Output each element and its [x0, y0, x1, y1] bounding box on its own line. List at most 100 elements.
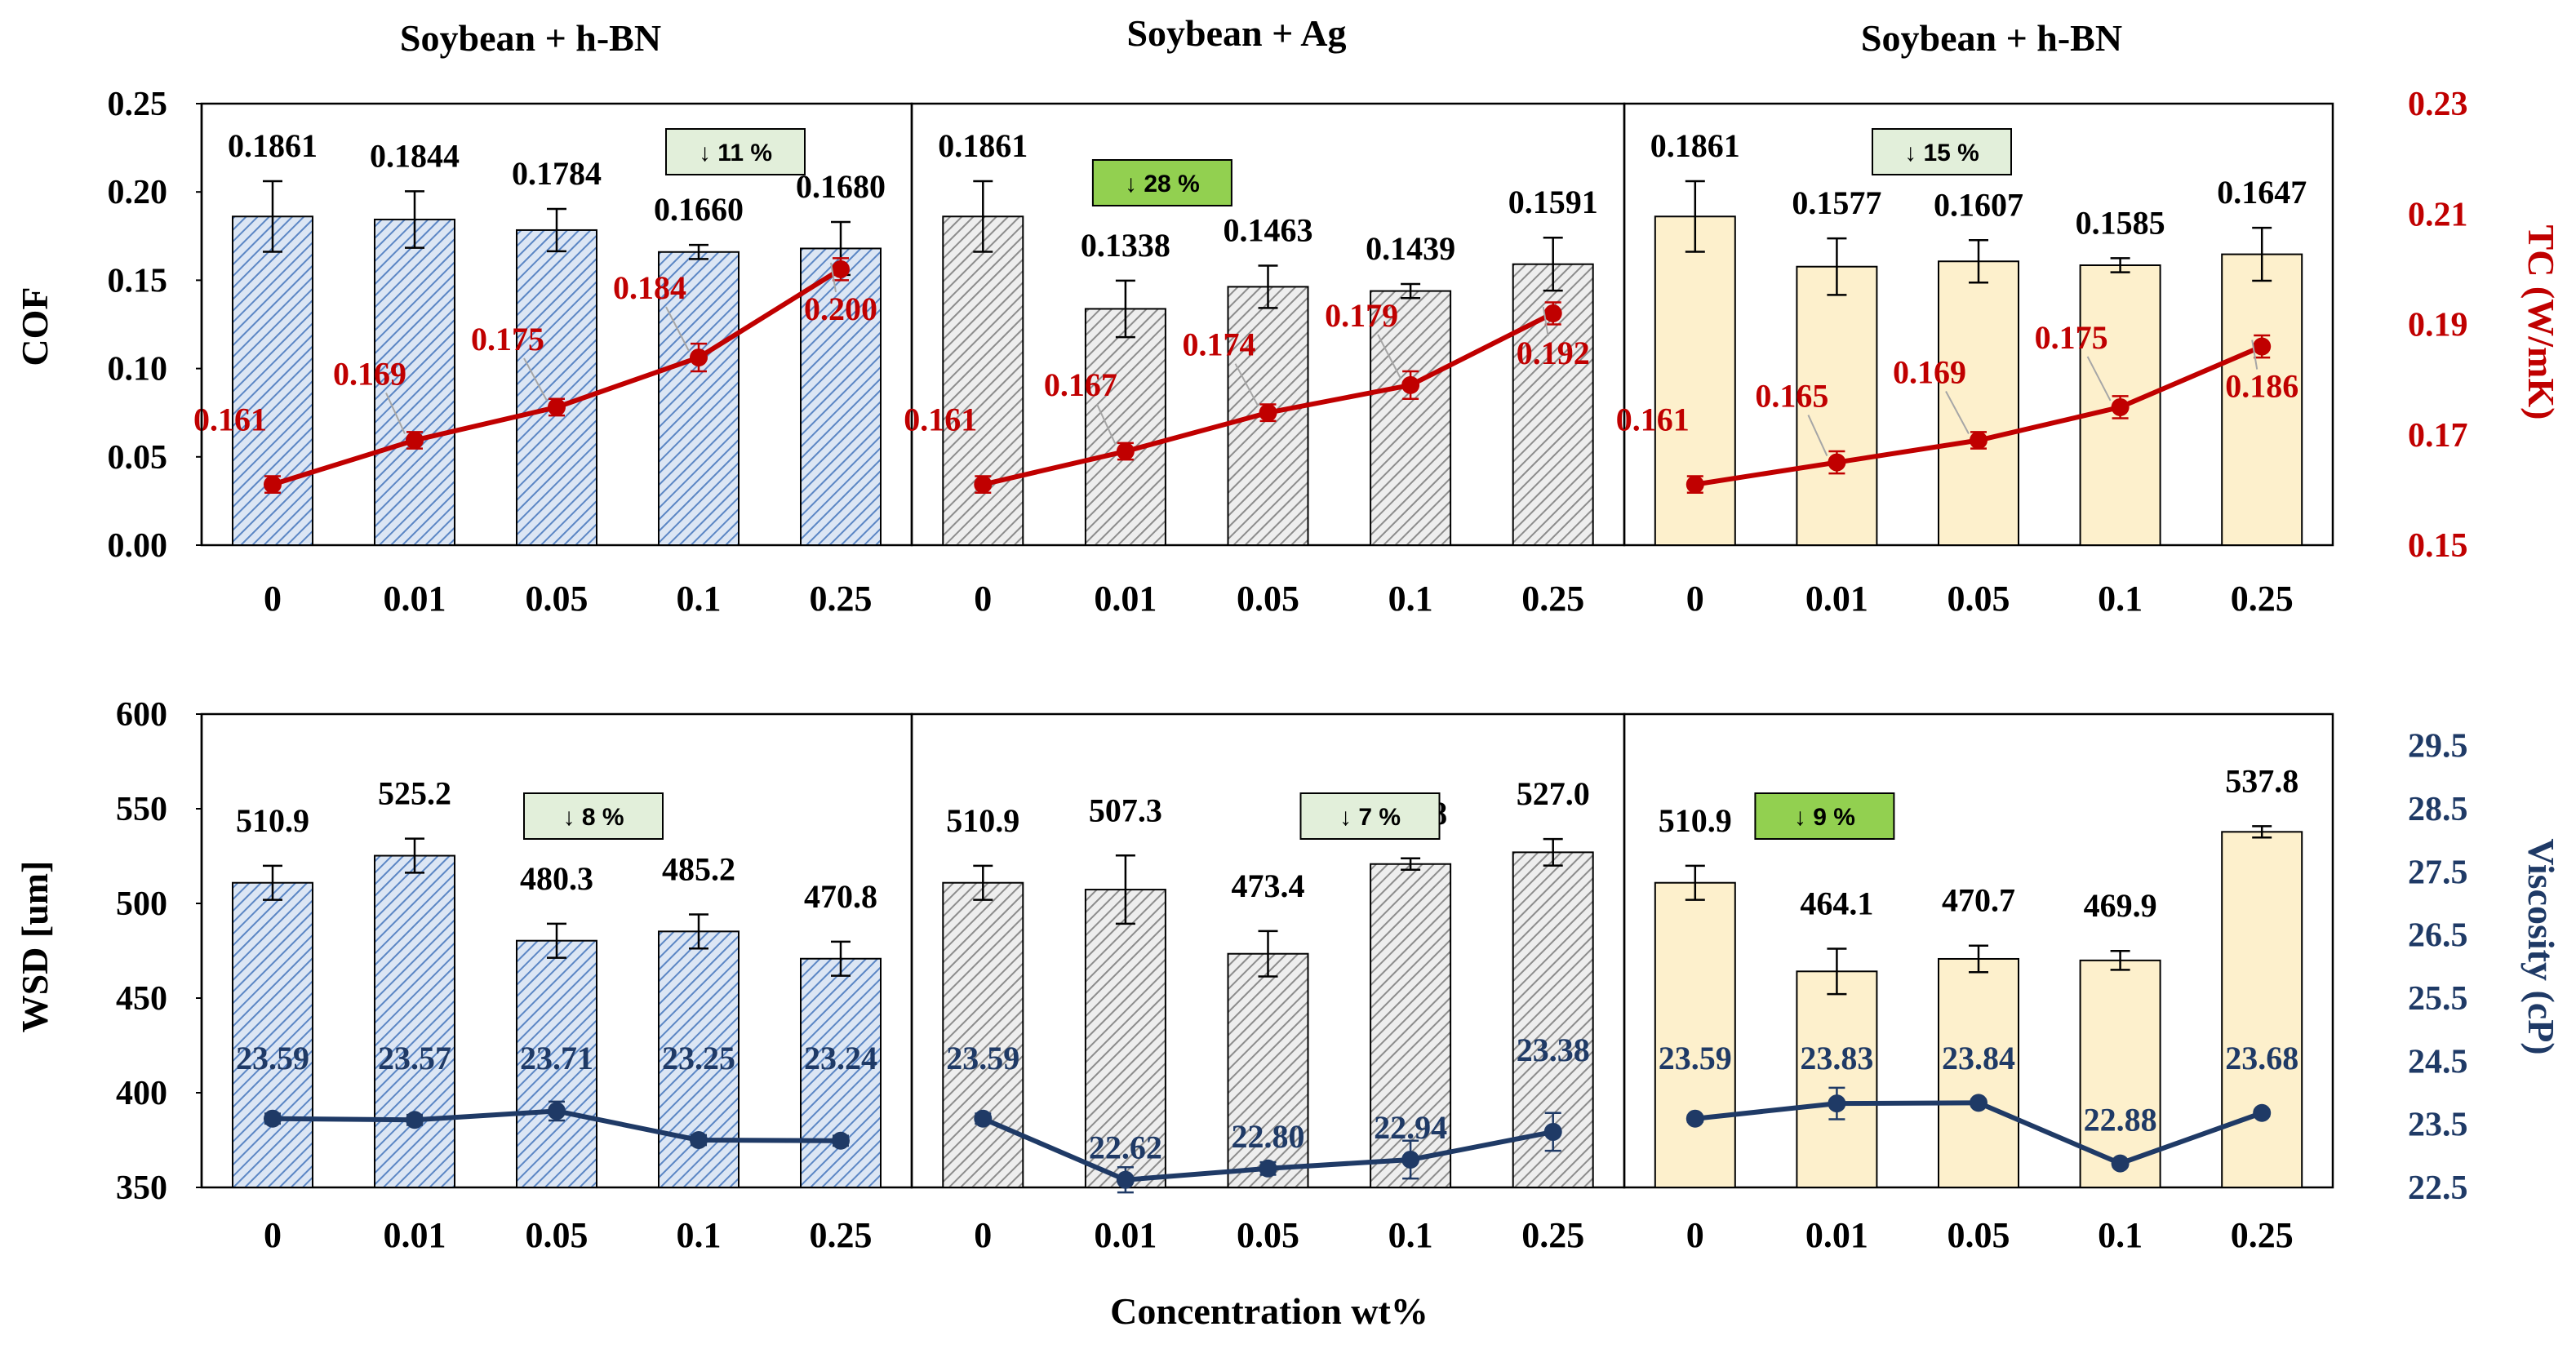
- bottom-y2-tick-6: 28.5: [2408, 791, 2468, 828]
- top-line-label-1-2: 0.175: [471, 321, 544, 357]
- top-line-point-1-4: [832, 260, 850, 278]
- top-line-label-3-1: 0.165: [1755, 378, 1828, 415]
- bottom-y-tick-5: 600: [116, 696, 167, 734]
- top-bar-2-1: [1084, 308, 1166, 546]
- bottom-bar-3-2: [1938, 957, 2019, 1188]
- top-x-tick-2-1: 0.01: [1094, 579, 1157, 619]
- bottom-y2-tick-3: 25.5: [2408, 980, 2468, 1018]
- bottom-bar-1-4: [800, 957, 882, 1189]
- top-y-tick-1: 0.05: [108, 439, 168, 477]
- bottom-bar-1-0: [232, 881, 313, 1189]
- top-line-point-2-4: [1543, 304, 1562, 322]
- top-line-label-2-0: 0.161: [904, 402, 977, 438]
- bottom-line-point-3-1: [1828, 1094, 1846, 1113]
- top-bar-label-2-3: 0.1439: [1366, 230, 1455, 267]
- top-line-label-3-2: 0.169: [1893, 354, 1966, 391]
- top-bar-label-2-4: 0.1591: [1508, 184, 1598, 220]
- bottom-x-tick-2-0: 0: [974, 1215, 992, 1255]
- bottom-x-tick-3-2: 0.05: [1948, 1215, 2010, 1255]
- top-x-tick-3-4: 0.25: [2231, 579, 2294, 619]
- bottom-x-tick-3-4: 0.25: [2231, 1215, 2294, 1255]
- top-line-point-1-0: [264, 475, 282, 494]
- top-line-point-3-3: [2111, 397, 2130, 416]
- bottom-bar-label-1-2: 480.3: [520, 860, 593, 897]
- top-bar-label-3-1: 0.1577: [1792, 184, 1881, 221]
- bottom-badge-text-1: ↓ 8 %: [562, 804, 624, 831]
- top-x-tick-3-0: 0: [1686, 579, 1704, 619]
- top-line-point-2-1: [1116, 442, 1135, 461]
- top-y-tick-5: 0.25: [108, 86, 168, 123]
- top-y-tick-4: 0.20: [108, 174, 168, 211]
- top-bar-label-1-4: 0.1680: [796, 168, 886, 205]
- bottom-line-point-1-3: [690, 1131, 708, 1149]
- top-x-tick-3-2: 0.05: [1948, 579, 2010, 619]
- bottom-bar-label-2-2: 473.4: [1232, 868, 1305, 904]
- top-x-tick-3-1: 0.01: [1805, 579, 1868, 619]
- top-line-point-2-2: [1259, 403, 1277, 422]
- bottom-line-label-1-4: 23.24: [804, 1040, 877, 1076]
- top-bar-label-1-3: 0.1660: [654, 191, 744, 228]
- top-badge-box-2: [1091, 159, 1232, 206]
- bottom-line-point-2-4: [1543, 1122, 1562, 1141]
- bottom-line-point-3-2: [1970, 1094, 1988, 1112]
- top-badge-text-3: ↓ 15 %: [1904, 140, 1979, 166]
- bottom-line-label-1-1: 23.57: [378, 1040, 451, 1076]
- bottom-line-point-2-0: [974, 1109, 993, 1128]
- top-line-point-2-0: [974, 475, 993, 494]
- top-x-tick-3-3: 0.1: [2098, 579, 2143, 619]
- bottom-y-tick-1: 400: [116, 1075, 167, 1112]
- bottom-bar-2-0: [942, 881, 1024, 1189]
- bottom-y2-tick-5: 27.5: [2408, 854, 2468, 891]
- bottom-line-label-1-3: 23.25: [662, 1040, 735, 1076]
- bottom-panel-3: 510.9 464.1 470.7 469.9 537.8 23.59 23.83 23.84…: [1623, 712, 2334, 1255]
- top-bar-1-2: [516, 229, 597, 546]
- viscosity-axis-title: Viscosity (cP): [2520, 838, 2562, 1054]
- bottom-bar-label-1-0: 510.9: [236, 802, 309, 839]
- top-line-label-1-1: 0.169: [333, 356, 406, 393]
- top-leader-line-1-2: [523, 357, 548, 402]
- top-line-point-1-2: [548, 397, 566, 416]
- top-leader-line-3-4: [2251, 339, 2258, 370]
- bottom-y-tick-2: 450: [116, 980, 167, 1018]
- bottom-line-point-1-1: [406, 1111, 424, 1129]
- top-line-point-2-3: [1401, 375, 1420, 394]
- top-leader-line-1-3: [665, 306, 690, 352]
- bottom-line-label-3-1: 23.83: [1800, 1040, 1873, 1076]
- bottom-line-label-3-2: 23.84: [1942, 1040, 2015, 1076]
- bottom-x-tick-3-1: 0.01: [1805, 1215, 1868, 1255]
- bottom-x-tick-2-3: 0.1: [1388, 1215, 1433, 1255]
- top-x-tick-1-2: 0.05: [526, 579, 588, 619]
- top-bar-2-3: [1370, 290, 1452, 546]
- bottom-x-tick-1-4: 0.25: [810, 1215, 873, 1255]
- top-bar-label-1-2: 0.1784: [512, 155, 602, 192]
- top-leader-line-2-2: [1234, 363, 1259, 407]
- bottom-line-point-2-2: [1259, 1159, 1277, 1178]
- top-line-point-3-0: [1686, 475, 1704, 494]
- top-bar-2-0: [942, 215, 1024, 546]
- bottom-badge-text-2: ↓ 7 %: [1339, 804, 1401, 831]
- bottom-line-point-3-4: [2253, 1103, 2272, 1122]
- top-line-label-2-2: 0.174: [1183, 326, 1256, 363]
- top-bar-label-2-1: 0.1338: [1081, 227, 1170, 264]
- bottom-bar-label-2-1: 507.3: [1089, 792, 1162, 828]
- bottom-x-tick-2-1: 0.01: [1094, 1215, 1157, 1255]
- top-x-tick-1-4: 0.25: [810, 579, 873, 619]
- bottom-x-tick-3-3: 0.1: [2098, 1215, 2143, 1255]
- top-y2-tick-0: 0.15: [2408, 527, 2468, 565]
- top-line-label-3-3: 0.175: [2035, 319, 2108, 356]
- top-line-label-2-4: 0.192: [1517, 335, 1590, 371]
- bottom-line-label-3-4: 23.68: [2225, 1040, 2298, 1076]
- bottom-line-label-2-0: 23.59: [946, 1040, 1019, 1076]
- top-line-point-1-3: [690, 348, 708, 367]
- bottom-x-tick-2-4: 0.25: [1521, 1215, 1584, 1255]
- bottom-bar-label-2-0: 510.9: [946, 802, 1019, 839]
- bottom-x-tick-1-3: 0.1: [677, 1215, 722, 1255]
- top-y-tick-3: 0.15: [108, 262, 168, 300]
- bottom-line-point-2-1: [1116, 1170, 1135, 1189]
- top-row-charts: 0.000.050.100.150.200.250.150.170.190.21…: [108, 86, 2468, 619]
- bottom-line-point-1-0: [264, 1109, 282, 1128]
- top-line-point-3-2: [1970, 431, 1988, 450]
- top-line-point-3-4: [2253, 337, 2272, 356]
- top-y-tick-2: 0.10: [108, 351, 168, 388]
- bottom-bar-2-2: [1227, 952, 1309, 1189]
